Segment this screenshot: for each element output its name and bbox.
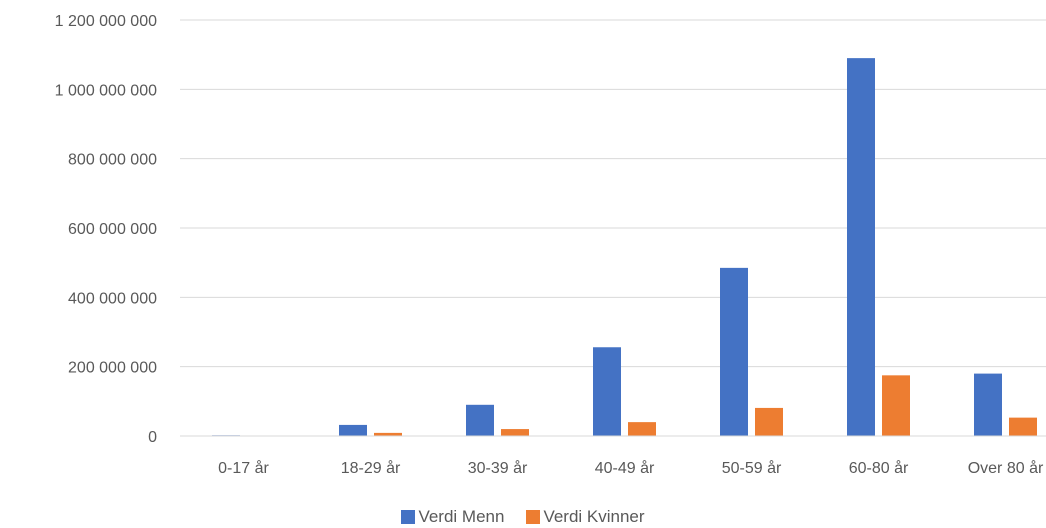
bars bbox=[212, 58, 1037, 437]
bar-menn bbox=[847, 58, 875, 437]
x-axis-ticks: 0-17 år 18-29 år 30-39 år 40-49 år 50-59 år 6… bbox=[218, 459, 1044, 477]
legend-item-kvinner: Verdi Kvinner bbox=[526, 507, 645, 527]
bar-menn bbox=[593, 347, 621, 436]
legend-swatch-kvinner bbox=[526, 510, 541, 524]
x-tick-label: 60-80 år bbox=[849, 459, 909, 477]
bar-kvinner bbox=[882, 375, 910, 436]
bar-menn bbox=[720, 267, 748, 436]
y-axis-ticks: 0 200 000 000 400 000 000 600 000 000 800 00… bbox=[55, 13, 157, 446]
bar-chart: 0 200 000 000 400 000 000 600 000 000 800 00… bbox=[55, 13, 1046, 477]
x-tick-label: Over 80 år bbox=[968, 459, 1044, 477]
legend-item-menn: Verdi Menn bbox=[401, 507, 504, 527]
x-tick-label: 30-39 år bbox=[468, 459, 528, 477]
x-tick-label: 18-29 år bbox=[341, 459, 401, 477]
y-tick-label: 1 200 000 000 bbox=[55, 13, 157, 30]
bar-kvinner bbox=[755, 407, 783, 436]
legend-label-menn: Verdi Menn bbox=[418, 507, 505, 526]
y-tick-label: 600 000 000 bbox=[68, 221, 157, 238]
gridlines bbox=[180, 19, 1046, 368]
bar-kvinner bbox=[628, 422, 656, 436]
bar-menn bbox=[974, 373, 1002, 436]
x-tick-label: 0-17 år bbox=[218, 459, 269, 477]
bar-kvinner bbox=[1009, 417, 1037, 436]
y-tick-label: 400 000 000 bbox=[68, 290, 157, 307]
legend: Verdi Menn Verdi Kvinner bbox=[0, 506, 1046, 528]
legend-swatch-menn bbox=[401, 510, 416, 524]
y-tick-label: 0 bbox=[148, 429, 157, 446]
x-tick-label: 40-49 år bbox=[595, 459, 655, 477]
bar-kvinner bbox=[501, 429, 529, 436]
y-tick-label: 1 000 000 000 bbox=[55, 82, 157, 99]
bar-menn bbox=[339, 424, 367, 436]
y-tick-label: 800 000 000 bbox=[68, 152, 157, 169]
bar-kvinner bbox=[374, 432, 402, 436]
y-tick-label: 200 000 000 bbox=[68, 360, 157, 377]
x-tick-label: 50-59 år bbox=[722, 459, 782, 477]
legend-label-kvinner: Verdi Kvinner bbox=[543, 507, 645, 526]
bar-menn bbox=[466, 404, 494, 436]
